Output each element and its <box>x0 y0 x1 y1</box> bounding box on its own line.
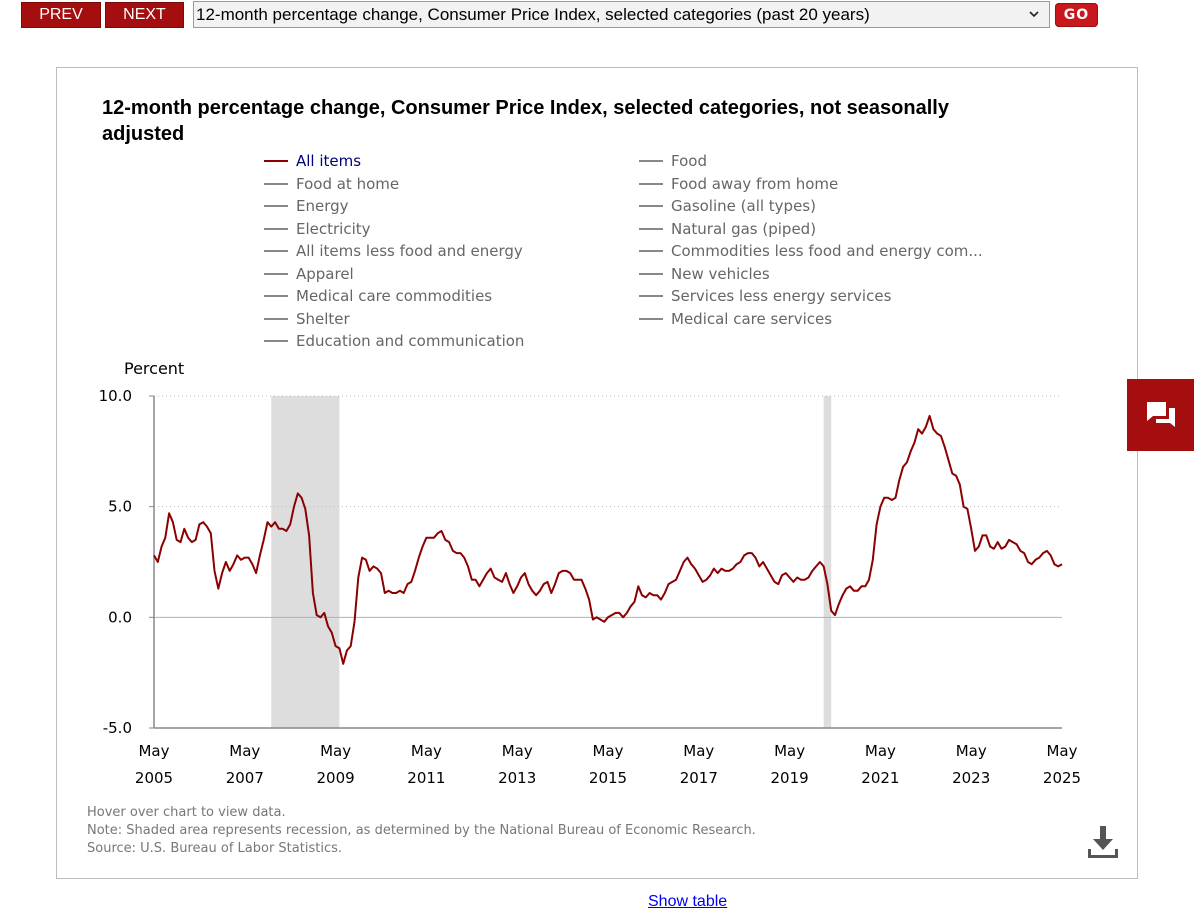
legend-swatch <box>639 317 663 320</box>
legend-label: All items less food and energy <box>296 242 523 260</box>
legend-swatch <box>639 250 663 252</box>
y-tick-label: 10.0 <box>99 387 132 405</box>
x-tick-year: 2023 <box>952 769 990 787</box>
x-tick-year: 2013 <box>498 769 536 787</box>
legend-label: Education and communication <box>296 332 525 350</box>
legend-item[interactable]: Apparel <box>264 263 354 285</box>
legend-swatch <box>639 160 663 162</box>
y-tick-label: -5.0 <box>103 719 132 737</box>
legend-item[interactable]: Services less energy services <box>639 285 891 307</box>
legend-label: Medical care commodities <box>296 287 493 305</box>
next-button[interactable]: NEXT <box>105 2 184 28</box>
x-tick-year: 2019 <box>771 769 809 787</box>
chart-title: 12-month percentage change, Consumer Pri… <box>102 97 949 145</box>
x-tick-month: May <box>138 742 169 760</box>
legend-label: Commodities less food and energy com... <box>671 242 983 260</box>
x-tick-month: May <box>411 742 442 760</box>
x-tick-month: May <box>320 742 351 760</box>
feedback-button[interactable] <box>1127 379 1194 451</box>
legend-label: New vehicles <box>671 264 770 283</box>
legend-item[interactable]: Food <box>639 150 707 172</box>
x-tick-year: 2009 <box>317 769 355 787</box>
chart-select[interactable]: 12-month percentage change, Consumer Pri… <box>193 1 1050 28</box>
legend-label: Natural gas (piped) <box>671 219 817 238</box>
legend-label: Shelter <box>296 309 350 328</box>
legend-swatch <box>264 250 288 252</box>
legend-swatch <box>639 227 663 230</box>
recession-note: Note: Shaded area represents recession, … <box>87 823 756 838</box>
x-tick-year: 2015 <box>589 769 627 787</box>
legend-swatch <box>264 227 288 230</box>
x-tick-month: May <box>502 742 533 760</box>
legend-swatch <box>264 317 288 320</box>
show-table-link[interactable]: Show table <box>648 893 728 910</box>
legend-swatch <box>264 182 288 185</box>
legend-label: Gasoline (all types) <box>671 197 816 215</box>
legend-item[interactable]: Food away from home <box>639 173 838 195</box>
x-tick-month: May <box>592 742 623 760</box>
x-tick-month: May <box>774 742 805 760</box>
legend-item[interactable]: All items <box>264 150 361 172</box>
legend-swatch <box>264 205 288 207</box>
prev-button[interactable]: PREV <box>21 2 101 28</box>
x-tick-year: 2021 <box>861 769 899 787</box>
legend-label: Electricity <box>296 219 371 238</box>
legend-swatch <box>639 272 663 275</box>
legend-item[interactable]: Medical care commodities <box>264 285 492 307</box>
legend-item[interactable]: Commodities less food and energy com... <box>639 240 983 262</box>
go-button[interactable]: GO <box>1055 3 1098 27</box>
download-icon[interactable] <box>1086 824 1120 860</box>
x-tick-year: 2005 <box>135 769 173 787</box>
legend-label: Food away from home <box>671 174 839 193</box>
x-tick-year: 2011 <box>407 769 445 787</box>
y-axis-label: Percent <box>124 359 184 378</box>
chart-select-value: 12-month percentage change, Consumer Pri… <box>196 4 870 24</box>
legend-item[interactable]: Food at home <box>264 173 399 195</box>
legend-swatch <box>264 272 288 275</box>
y-tick-label: 5.0 <box>108 498 132 516</box>
legend-label: Food <box>671 152 707 170</box>
legend-item[interactable]: Medical care services <box>639 308 832 330</box>
x-tick-year: 2007 <box>226 769 264 787</box>
legend-swatch <box>639 182 663 185</box>
legend-label: Medical care services <box>671 309 833 328</box>
legend-swatch <box>639 205 663 207</box>
chat-icon <box>1146 402 1175 427</box>
legend-label: Apparel <box>296 264 354 283</box>
legend-item[interactable]: Education and communication <box>264 330 524 352</box>
x-tick-month: May <box>865 742 896 760</box>
x-tick-month: May <box>1046 742 1077 760</box>
legend-item[interactable]: All items less food and energy <box>264 240 523 262</box>
legend-item[interactable]: Gasoline (all types) <box>639 195 816 217</box>
x-tick-month: May <box>683 742 714 760</box>
hover-note: Hover over chart to view data. <box>87 805 286 820</box>
legend-item[interactable]: New vehicles <box>639 263 770 285</box>
recession-shade <box>271 396 340 728</box>
legend-label: Services less energy services <box>671 287 892 305</box>
legend-label: Energy <box>296 197 349 215</box>
source-note: Source: U.S. Bureau of Labor Statistics. <box>87 841 342 856</box>
chevron-down-icon <box>1029 11 1039 18</box>
series-line-all-items <box>153 414 1063 665</box>
y-tick-label: 0.0 <box>108 608 132 626</box>
recession-shade <box>823 396 832 728</box>
legend-swatch <box>264 340 288 342</box>
x-tick-year: 2025 <box>1043 769 1081 787</box>
legend-swatch <box>264 160 288 162</box>
legend-item[interactable]: Energy <box>264 195 349 217</box>
x-tick-year: 2017 <box>680 769 718 787</box>
legend-label: All items <box>296 152 362 170</box>
legend-swatch <box>264 295 288 297</box>
chart-panel <box>56 67 1138 879</box>
legend-item[interactable]: Electricity <box>264 218 371 240</box>
legend-item[interactable]: Shelter <box>264 308 350 330</box>
legend-item[interactable]: Natural gas (piped) <box>639 218 816 240</box>
x-tick-month: May <box>956 742 987 760</box>
legend-swatch <box>639 295 663 297</box>
x-tick-month: May <box>229 742 260 760</box>
legend-label: Food at home <box>296 174 400 193</box>
